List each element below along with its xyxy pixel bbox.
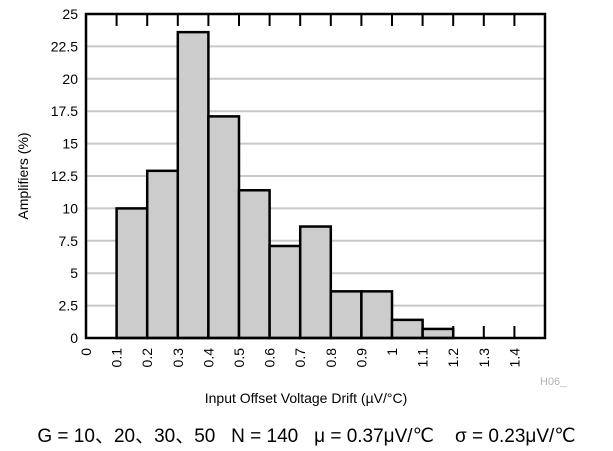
- x-tick-label: 1.1: [415, 348, 431, 368]
- x-tick-label: 1.3: [476, 348, 492, 368]
- y-tick-label: 10: [62, 200, 78, 216]
- x-tick-label: 0.6: [262, 348, 278, 368]
- x-tick-label: 0.8: [323, 348, 339, 368]
- x-tick-label: 0.2: [139, 348, 155, 368]
- histogram-bar: [268, 244, 302, 340]
- x-tick-label: 0.4: [200, 348, 216, 368]
- axis-ticks: [115, 14, 516, 338]
- x-tick-labels: 0 0.1 0.2 0.3 0.4 0.5 0.6 0.7 0.8 0.9 1 1.1 1.2 1.3 1.…: [78, 348, 522, 368]
- histogram-bar: [329, 290, 363, 340]
- y-tick-labels: 0 2.5 5 7.5 10 12.5 15 17.5 20 22.5 25: [51, 6, 78, 346]
- y-tick-label: 2.5: [59, 298, 79, 314]
- y-axis-label: Amplifiers (%): [15, 132, 31, 219]
- y-tick-label: 7.5: [59, 233, 79, 249]
- y-tick-label: 5: [70, 265, 78, 281]
- histogram-bar: [421, 327, 455, 340]
- x-tick-label: 0.9: [353, 348, 369, 368]
- x-tick-label: 0.1: [109, 348, 125, 368]
- histogram-bar: [145, 169, 180, 340]
- histogram-bar: [298, 225, 333, 340]
- histogram-bar: [176, 30, 210, 340]
- histogram-bar: [207, 115, 241, 340]
- x-tick-label: 1.4: [506, 348, 522, 368]
- y-tick-label: 15: [62, 136, 78, 152]
- test-conditions-caption: G = 10、20、30、50 N = 140 μ = 0.37μV/℃ σ =…: [37, 426, 576, 447]
- y-tick-label: 17.5: [51, 103, 78, 119]
- y-tick-label: 22.5: [51, 38, 78, 54]
- x-tick-label: 0.5: [231, 348, 247, 368]
- y-tick-label: 25: [62, 6, 78, 22]
- bars: [115, 30, 455, 340]
- histogram-bar: [360, 290, 394, 340]
- x-tick-label: 1.2: [445, 348, 461, 368]
- histogram-bar: [237, 189, 271, 340]
- x-tick-label: 0.3: [170, 348, 186, 368]
- x-tick-label: 0.7: [292, 348, 308, 368]
- plot-frame: [84, 12, 547, 340]
- y-tick-label: 12.5: [51, 168, 78, 184]
- histogram-bar: [115, 207, 149, 340]
- x-tick-label: 1: [384, 348, 400, 356]
- histogram-bar: [390, 318, 424, 340]
- x-tick-label: 0: [78, 348, 94, 356]
- x-axis-label: Input Offset Voltage Drift (µV/°C): [205, 390, 408, 406]
- figure-id-watermark: H06_: [540, 376, 567, 388]
- y-tick-label: 20: [62, 71, 78, 87]
- y-tick-label: 0: [70, 330, 78, 346]
